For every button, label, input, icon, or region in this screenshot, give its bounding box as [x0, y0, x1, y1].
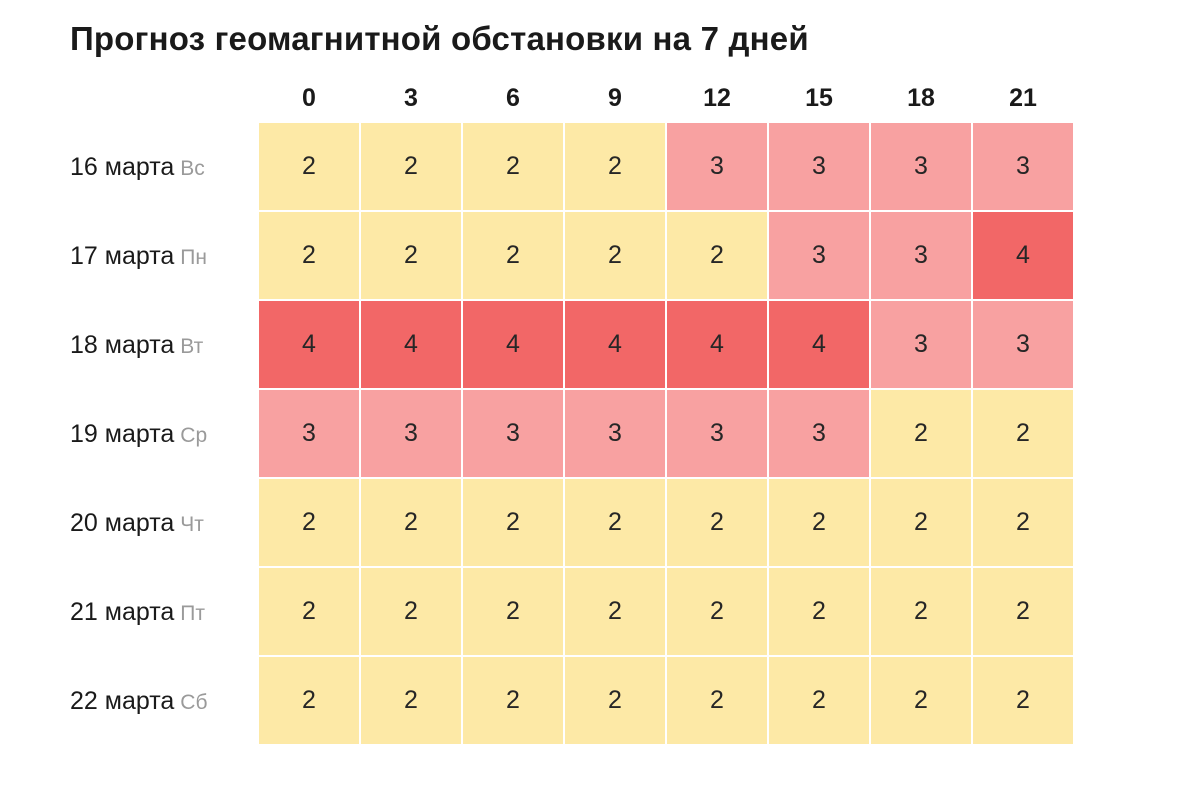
row-weekday: Вт	[180, 334, 204, 358]
heatmap-cell: 2	[972, 389, 1074, 478]
heatmap-cell: 2	[462, 211, 564, 300]
row-weekday: Пн	[180, 245, 207, 269]
heatmap-cell: 4	[972, 211, 1074, 300]
heatmap-cell: 2	[360, 122, 462, 211]
row-label: 19 марта Ср	[70, 419, 260, 451]
column-header-9: 9	[608, 84, 622, 112]
row-weekday: Пт	[180, 601, 205, 625]
row-weekday: Вс	[180, 156, 205, 180]
column-header-12: 12	[703, 84, 731, 112]
heatmap-cell: 2	[666, 211, 768, 300]
row-label: 16 марта Вс	[70, 152, 260, 184]
row-weekday: Чт	[180, 512, 204, 536]
heatmap-cell: 3	[870, 211, 972, 300]
heatmap-cell: 4	[564, 300, 666, 389]
heatmap-cell: 2	[258, 122, 360, 211]
heatmap-cell: 2	[768, 567, 870, 656]
heatmap-cell: 3	[972, 122, 1074, 211]
heatmap-cell: 2	[972, 478, 1074, 567]
heatmap-cell: 2	[564, 122, 666, 211]
heatmap-cell: 4	[666, 300, 768, 389]
heatmap-cell: 4	[462, 300, 564, 389]
heatmap-cell: 2	[462, 478, 564, 567]
heatmap-cell: 2	[768, 656, 870, 745]
heatmap-cell: 2	[462, 656, 564, 745]
heatmap-cell: 2	[870, 656, 972, 745]
heatmap-cell: 2	[870, 478, 972, 567]
heatmap-cell: 3	[666, 122, 768, 211]
heatmap-cell: 2	[360, 478, 462, 567]
column-header-15: 15	[805, 84, 833, 112]
heatmap-cell: 3	[972, 300, 1074, 389]
column-header-21: 21	[1009, 84, 1037, 112]
row-weekday: Ср	[180, 423, 208, 447]
heatmap-cell: 3	[768, 122, 870, 211]
heatmap-cell: 2	[870, 389, 972, 478]
column-header-3: 3	[404, 84, 418, 112]
heatmap-cell: 2	[462, 567, 564, 656]
heatmap-cell: 4	[258, 300, 360, 389]
heatmap-cell: 2	[666, 478, 768, 567]
heatmap-cell: 2	[258, 656, 360, 745]
heatmap-cell: 2	[360, 567, 462, 656]
heatmap-cell: 2	[564, 211, 666, 300]
row-label: 18 марта Вт	[70, 330, 260, 362]
heatmap-cell: 3	[564, 389, 666, 478]
row-weekday: Сб	[180, 690, 208, 714]
heatmap-cell: 3	[768, 211, 870, 300]
heatmap-cell: 2	[768, 478, 870, 567]
heatmap-cell: 2	[360, 211, 462, 300]
heatmap-cell: 2	[870, 567, 972, 656]
heatmap-cell: 2	[360, 656, 462, 745]
row-date: 18 марта	[70, 330, 175, 359]
heatmap-cell: 3	[870, 122, 972, 211]
heatmap-cell: 2	[258, 478, 360, 567]
heatmap-cell: 4	[360, 300, 462, 389]
row-date: 22 марта	[70, 686, 175, 715]
heatmap-cell: 2	[564, 478, 666, 567]
heatmap-cell: 3	[870, 300, 972, 389]
row-label: 20 марта Чт	[70, 508, 260, 540]
column-header-18: 18	[907, 84, 935, 112]
row-date: 20 марта	[70, 508, 175, 537]
heatmap-cell: 3	[666, 389, 768, 478]
heatmap-cell: 2	[258, 567, 360, 656]
row-date: 19 марта	[70, 419, 175, 448]
heatmap-cell: 2	[564, 567, 666, 656]
row-label: 17 марта Пн	[70, 241, 260, 273]
heatmap-cell: 2	[972, 656, 1074, 745]
heatmap-cell: 2	[462, 122, 564, 211]
row-date: 17 марта	[70, 241, 175, 270]
row-label: 21 марта Пт	[70, 597, 260, 629]
heatmap-cell: 2	[666, 656, 768, 745]
heatmap-cell: 2	[258, 211, 360, 300]
heatmap-cell: 3	[360, 389, 462, 478]
row-date: 16 марта	[70, 152, 175, 181]
heatmap-cell: 3	[258, 389, 360, 478]
heatmap-cell: 2	[666, 567, 768, 656]
row-date: 21 марта	[70, 597, 175, 626]
heatmap-cell: 3	[768, 389, 870, 478]
column-header-0: 0	[302, 84, 316, 112]
heatmap-cell: 2	[972, 567, 1074, 656]
heatmap-cell: 3	[462, 389, 564, 478]
heatmap-cell: 4	[768, 300, 870, 389]
heatmap-cell: 2	[564, 656, 666, 745]
chart-title: Прогноз геомагнитной обстановки на 7 дне…	[70, 20, 809, 57]
row-label: 22 марта Сб	[70, 686, 260, 718]
column-header-6: 6	[506, 84, 520, 112]
